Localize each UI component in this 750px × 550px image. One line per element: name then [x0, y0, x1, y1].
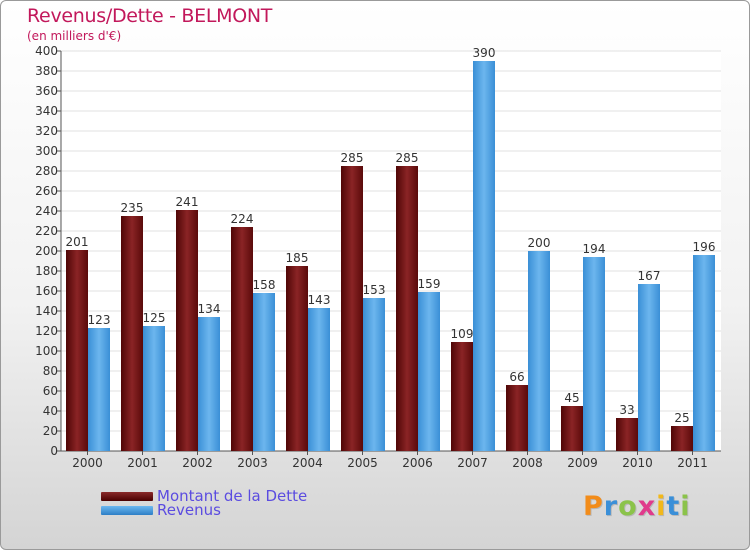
- bar-revenus-2008: [528, 251, 550, 451]
- y-tick-label: 60: [43, 384, 58, 398]
- x-tick-label: 2010: [622, 456, 653, 470]
- x-tick-label: 2009: [567, 456, 598, 470]
- y-tick-label: 280: [35, 164, 58, 178]
- y-tick-label: 360: [35, 84, 58, 98]
- bar-dette-2008: [506, 385, 528, 451]
- data-label: 196: [693, 240, 716, 254]
- data-label: 134: [198, 302, 221, 316]
- bar-revenus-2007: [473, 61, 495, 451]
- data-label: 153: [363, 283, 386, 297]
- y-tick-label: 320: [35, 124, 58, 138]
- x-tick-label: 2011: [677, 456, 708, 470]
- logo-letter: P: [583, 491, 604, 522]
- legend-label-revenus: Revenus: [157, 501, 221, 519]
- bar-dette-2010: [616, 418, 638, 451]
- bar-revenus-2005: [363, 298, 385, 451]
- logo-letter: r: [603, 491, 619, 522]
- x-tick-label: 2000: [72, 456, 103, 470]
- legend-swatch-dette: [101, 491, 153, 501]
- data-label: 109: [451, 327, 474, 341]
- x-tick-label: 2004: [292, 456, 323, 470]
- logo-letter: o: [618, 491, 638, 522]
- data-label: 235: [121, 201, 144, 215]
- logo-letter: i: [680, 491, 691, 522]
- y-tick-label: 400: [35, 44, 58, 58]
- x-tick-label: 2001: [127, 456, 158, 470]
- logo-letter: i: [656, 491, 667, 522]
- y-tick-label: 340: [35, 104, 58, 118]
- legend-item-dette: Montant de la Dette: [101, 488, 307, 504]
- bar-revenus-2000: [88, 328, 110, 451]
- bar-revenus-2001: [143, 326, 165, 451]
- data-label: 285: [396, 151, 419, 165]
- y-tick-label: 120: [35, 324, 58, 338]
- bar-revenus-2003: [253, 293, 275, 451]
- y-tick-label: 40: [43, 404, 58, 418]
- data-label: 33: [619, 403, 634, 417]
- bar-dette-2001: [121, 216, 143, 451]
- data-label: 125: [143, 311, 166, 325]
- bar-dette-2006: [396, 166, 418, 451]
- y-tick-label: 240: [35, 204, 58, 218]
- data-label: 224: [231, 212, 254, 226]
- bar-dette-2002: [176, 210, 198, 451]
- data-label: 285: [341, 151, 364, 165]
- y-tick-label: 200: [35, 244, 58, 258]
- y-tick-label: 380: [35, 64, 58, 78]
- bar-revenus-2011: [693, 255, 715, 451]
- y-tick-label: 0: [50, 444, 58, 458]
- bar-revenus-2009: [583, 257, 605, 451]
- x-tick-label: 2008: [512, 456, 543, 470]
- y-tick-label: 220: [35, 224, 58, 238]
- x-tick-label: 2002: [182, 456, 213, 470]
- x-tick-label: 2007: [457, 456, 488, 470]
- chart-title: Revenus/Dette - BELMONT: [27, 5, 273, 27]
- bar-revenus-2004: [308, 308, 330, 451]
- y-tick-label: 180: [35, 264, 58, 278]
- y-tick-label: 160: [35, 284, 58, 298]
- bar-dette-2000: [66, 250, 88, 451]
- logo-letter: t: [666, 491, 681, 522]
- bar-dette-2007: [451, 342, 473, 451]
- data-label: 241: [176, 195, 199, 209]
- data-label: 66: [509, 370, 524, 384]
- data-label: 201: [66, 235, 89, 249]
- y-tick-label: 20: [43, 424, 58, 438]
- data-label: 185: [286, 251, 309, 265]
- bar-dette-2003: [231, 227, 253, 451]
- data-label: 200: [528, 236, 551, 250]
- bar-revenus-2010: [638, 284, 660, 451]
- data-label: 123: [88, 313, 111, 327]
- bar-dette-2011: [671, 426, 693, 451]
- y-tick-label: 100: [35, 344, 58, 358]
- data-label: 390: [473, 46, 496, 60]
- data-label: 25: [674, 411, 689, 425]
- x-tick-label: 2006: [402, 456, 433, 470]
- bar-dette-2009: [561, 406, 583, 451]
- data-label: 167: [638, 269, 661, 283]
- bar-revenus-2006: [418, 292, 440, 451]
- y-tick-label: 300: [35, 144, 58, 158]
- y-tick-label: 140: [35, 304, 58, 318]
- data-label: 158: [253, 278, 276, 292]
- logo-letter: x: [637, 491, 657, 522]
- data-label: 45: [564, 391, 579, 405]
- data-label: 194: [583, 242, 606, 256]
- chart-subtitle: (en milliers d'€): [27, 29, 122, 43]
- x-tick-label: 2005: [347, 456, 378, 470]
- legend-swatch-revenus: [101, 505, 153, 515]
- bar-dette-2005: [341, 166, 363, 451]
- legend-item-revenus: Revenus: [101, 502, 221, 518]
- data-label: 159: [418, 277, 441, 291]
- proxiti-logo: Proxiti: [583, 491, 691, 522]
- y-tick-label: 80: [43, 364, 58, 378]
- bar-revenus-2002: [198, 317, 220, 451]
- y-tick-label: 260: [35, 184, 58, 198]
- bar-dette-2004: [286, 266, 308, 451]
- data-label: 143: [308, 293, 331, 307]
- x-tick-label: 2003: [237, 456, 268, 470]
- legend-label-dette: Montant de la Dette: [157, 487, 308, 505]
